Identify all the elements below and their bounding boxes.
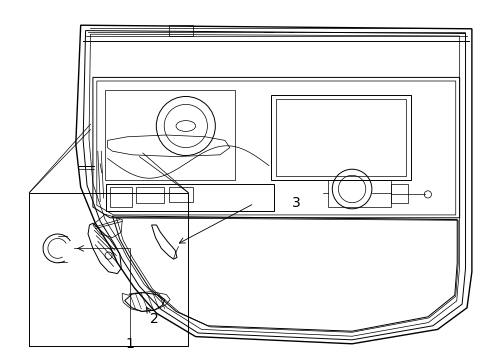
Text: 2: 2 xyxy=(149,312,158,325)
Text: 3: 3 xyxy=(291,197,300,210)
Text: 1: 1 xyxy=(125,337,134,351)
